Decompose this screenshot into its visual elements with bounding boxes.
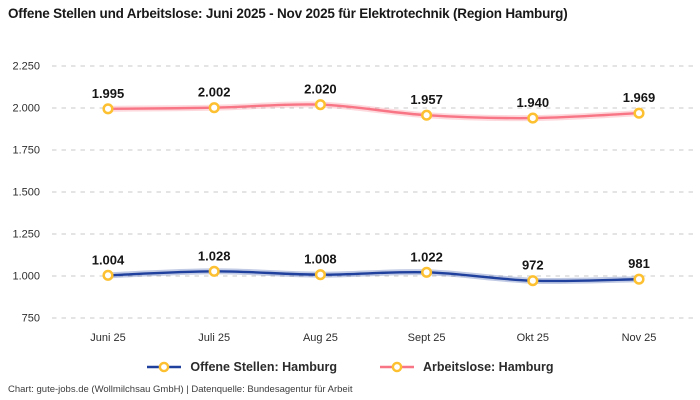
series-markers [102,99,645,124]
x-tick-label: Juni 25 [90,332,125,344]
legend-label-offene-stellen: Offene Stellen: Hamburg [190,360,337,374]
legend-item-offene-stellen[interactable]: Offene Stellen: Hamburg [146,360,337,374]
data-point-marker [314,99,326,111]
data-point-marker [527,275,539,287]
chart-footer-attribution: Chart: gute-jobs.de (Wollmilchsau GmbH) … [8,384,353,395]
x-tick-label: Nov 25 [622,332,657,344]
data-point-marker [633,107,645,119]
legend-label-arbeitslose: Arbeitslose: Hamburg [422,360,554,374]
data-labels: 1.995 2.002 2.020 1.957 1.940 1.969 [92,82,656,110]
y-tick-label: 1.250 [12,229,40,241]
data-point-marker [208,102,220,114]
data-point-label: 1.022 [410,249,443,264]
data-point-label: 2.002 [198,85,231,100]
data-point-label: 1.008 [304,252,337,267]
y-tick-label: 2.000 [12,103,40,115]
chart-title: Offene Stellen und Arbeitslose: Juni 202… [8,6,568,21]
data-point-label: 1.940 [517,95,550,110]
y-tick-label: 1.500 [12,187,40,199]
series-offene-stellen [105,268,642,285]
data-point-marker [102,269,114,281]
y-tick-label: 750 [22,313,40,325]
data-point-label: 972 [522,258,544,273]
series-line [106,270,641,283]
data-point-label: 1.957 [410,92,443,107]
data-point-marker [421,266,433,278]
data-point-label: 1.969 [623,90,656,105]
data-point-marker [421,109,433,121]
y-tick-label: 2.250 [12,61,40,73]
legend-line-marker-icon [379,361,414,373]
series-line [106,103,641,120]
data-point-marker [527,112,539,124]
chart-legend: Offene Stellen: Hamburg Arbeitslose: Ham… [0,360,700,374]
x-axis-tick-labels: Juni 25 Juli 25 Aug 25 Sept 25 Okt 25 Nov 25 [90,332,656,344]
data-point-label: 2.020 [304,82,337,97]
data-point-marker [102,103,114,115]
series-arbeitslose [105,101,642,122]
legend-item-arbeitslose[interactable]: Arbeitslose: Hamburg [379,360,554,374]
y-tick-label: 1.000 [12,271,40,283]
data-point-label: 1.028 [198,248,231,263]
x-tick-label: Sept 25 [408,332,446,344]
data-point-label: 1.004 [92,252,125,267]
series-markers [102,265,645,287]
series-line-halo [105,101,642,122]
data-point-label: 981 [628,256,650,271]
data-point-marker [633,273,645,285]
x-tick-label: Aug 25 [303,332,338,344]
data-point-marker [208,265,220,277]
data-labels: 1.004 1.028 1.008 1.022 972 981 [92,248,650,272]
data-point-label: 1.995 [92,86,125,101]
x-tick-label: Juli 25 [198,332,230,344]
legend-line-marker-icon [147,361,182,373]
data-point-marker [314,269,326,281]
y-tick-label: 1.750 [12,145,40,157]
y-axis-tick-labels: 2.250 2.000 1.750 1.500 1.250 1.000 750 [12,61,40,325]
x-tick-label: Okt 25 [517,332,549,344]
